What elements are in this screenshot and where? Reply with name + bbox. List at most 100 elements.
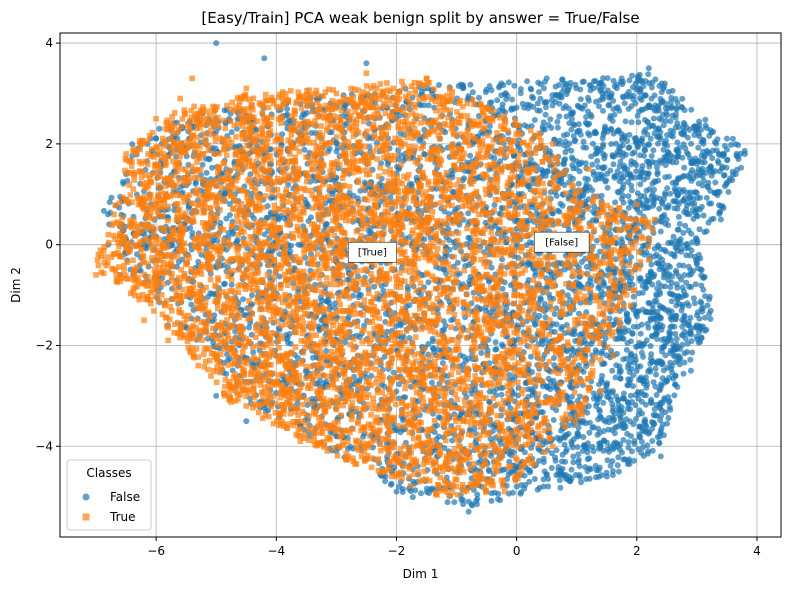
false-point (688, 140, 695, 147)
false-point (540, 476, 547, 483)
false-point (629, 150, 636, 157)
false-point (721, 183, 728, 190)
false-point (428, 379, 435, 386)
false-point (521, 122, 528, 129)
false-point (620, 192, 627, 199)
false-point (488, 497, 495, 504)
false-point (655, 126, 662, 133)
false-point (688, 158, 695, 165)
false-point (557, 484, 564, 491)
false-point (497, 158, 504, 165)
false-point (657, 136, 664, 143)
false-point (595, 285, 602, 291)
false-point (691, 300, 698, 307)
false-point (600, 165, 607, 172)
false-point (648, 400, 655, 407)
false-point (714, 136, 721, 143)
false-point (637, 277, 644, 284)
false-point (679, 301, 686, 308)
false-point (642, 284, 649, 291)
false-point (635, 411, 642, 418)
false-point (630, 293, 637, 300)
false-point (474, 495, 481, 502)
false-point (582, 175, 589, 182)
false-point (221, 280, 228, 287)
false-point (620, 390, 627, 397)
false-point (654, 434, 661, 441)
false-point (467, 81, 474, 88)
false-point (578, 259, 585, 265)
false-point (622, 118, 629, 125)
false-point (409, 494, 416, 501)
false-point (583, 476, 589, 483)
false-point (506, 372, 513, 378)
false-point (613, 140, 619, 147)
false-point (600, 428, 607, 434)
false-point (680, 120, 687, 126)
false-point (673, 302, 680, 309)
false-point (654, 171, 661, 178)
false-point (608, 141, 615, 147)
false-point (674, 139, 681, 146)
false-point (250, 349, 257, 356)
false-point (576, 160, 582, 167)
false-point (681, 107, 688, 114)
false-point (693, 235, 699, 242)
false-point (524, 78, 531, 85)
false-point (626, 369, 633, 375)
false-point (676, 262, 683, 269)
false-point (721, 172, 727, 179)
false-point (425, 279, 432, 286)
false-point (557, 92, 564, 99)
false-point (634, 323, 641, 330)
false-point (580, 368, 587, 375)
false-point (565, 86, 572, 93)
false-point (539, 341, 546, 348)
false-point (594, 145, 601, 152)
false-point (584, 445, 591, 452)
false-point (570, 453, 577, 460)
false-point (672, 373, 679, 379)
false-point (234, 238, 240, 245)
false-point (634, 190, 641, 197)
false-point (681, 350, 688, 357)
false-point (671, 205, 678, 212)
false-point (662, 409, 669, 416)
false-point (695, 144, 702, 151)
false-point (594, 431, 601, 438)
false-point (665, 262, 672, 269)
false-point (673, 147, 680, 154)
false-point (590, 208, 597, 215)
false-point (209, 164, 216, 171)
false-point (685, 302, 692, 309)
false-point (562, 432, 569, 439)
false-point (642, 392, 649, 399)
false-point (531, 117, 538, 123)
false-point (632, 416, 639, 422)
false-point (638, 449, 645, 456)
false-point (609, 367, 616, 374)
false-point (692, 324, 699, 331)
false-point (676, 293, 683, 300)
false-point (635, 395, 642, 402)
false-point (625, 439, 632, 446)
false-point (723, 135, 730, 142)
false-point (684, 240, 690, 247)
false-point (687, 170, 694, 177)
false-point (628, 161, 635, 168)
false-point (530, 95, 537, 102)
false-point (670, 233, 677, 240)
false-point (368, 372, 375, 379)
false-point (601, 437, 608, 444)
false-point (674, 384, 681, 390)
false-point (555, 464, 562, 470)
false-point (548, 97, 555, 104)
false-point (678, 248, 685, 255)
false-point (685, 263, 692, 270)
false-point (542, 111, 549, 118)
false-point (596, 406, 603, 413)
false-point (576, 168, 583, 175)
false-point (633, 162, 640, 169)
false-point (711, 189, 718, 196)
false-point (539, 409, 546, 416)
